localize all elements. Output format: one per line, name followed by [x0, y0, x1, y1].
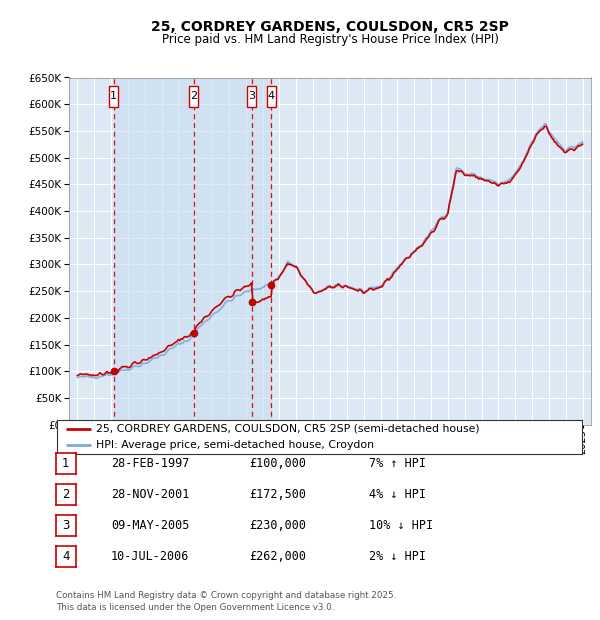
Text: £230,000: £230,000 — [249, 519, 306, 531]
Text: 4: 4 — [62, 550, 70, 562]
Text: 4% ↓ HPI: 4% ↓ HPI — [369, 488, 426, 500]
Text: 7% ↑ HPI: 7% ↑ HPI — [369, 457, 426, 469]
FancyBboxPatch shape — [247, 86, 256, 107]
Text: 1: 1 — [110, 91, 117, 101]
Bar — [114, 78, 271, 425]
Text: 4: 4 — [268, 91, 275, 101]
Text: Contains HM Land Registry data © Crown copyright and database right 2025.
This d: Contains HM Land Registry data © Crown c… — [56, 591, 396, 612]
Text: 10% ↓ HPI: 10% ↓ HPI — [369, 519, 433, 531]
Text: £172,500: £172,500 — [249, 488, 306, 500]
Text: 28-FEB-1997: 28-FEB-1997 — [111, 457, 190, 469]
Text: 25, CORDREY GARDENS, COULSDON, CR5 2SP: 25, CORDREY GARDENS, COULSDON, CR5 2SP — [151, 20, 509, 33]
FancyBboxPatch shape — [267, 86, 276, 107]
Text: HPI: Average price, semi-detached house, Croydon: HPI: Average price, semi-detached house,… — [97, 440, 374, 450]
Text: £100,000: £100,000 — [249, 457, 306, 469]
Text: 3: 3 — [62, 519, 70, 531]
Text: 2: 2 — [190, 91, 197, 101]
Text: 09-MAY-2005: 09-MAY-2005 — [111, 519, 190, 531]
FancyBboxPatch shape — [189, 86, 199, 107]
Text: 3: 3 — [248, 91, 255, 101]
Text: Price paid vs. HM Land Registry's House Price Index (HPI): Price paid vs. HM Land Registry's House … — [161, 33, 499, 45]
Text: 2: 2 — [62, 488, 70, 500]
Text: 2% ↓ HPI: 2% ↓ HPI — [369, 550, 426, 562]
Text: 1: 1 — [62, 457, 70, 469]
Text: 28-NOV-2001: 28-NOV-2001 — [111, 488, 190, 500]
FancyBboxPatch shape — [109, 86, 118, 107]
Text: 25, CORDREY GARDENS, COULSDON, CR5 2SP (semi-detached house): 25, CORDREY GARDENS, COULSDON, CR5 2SP (… — [97, 424, 480, 434]
Text: £262,000: £262,000 — [249, 550, 306, 562]
Text: 10-JUL-2006: 10-JUL-2006 — [111, 550, 190, 562]
